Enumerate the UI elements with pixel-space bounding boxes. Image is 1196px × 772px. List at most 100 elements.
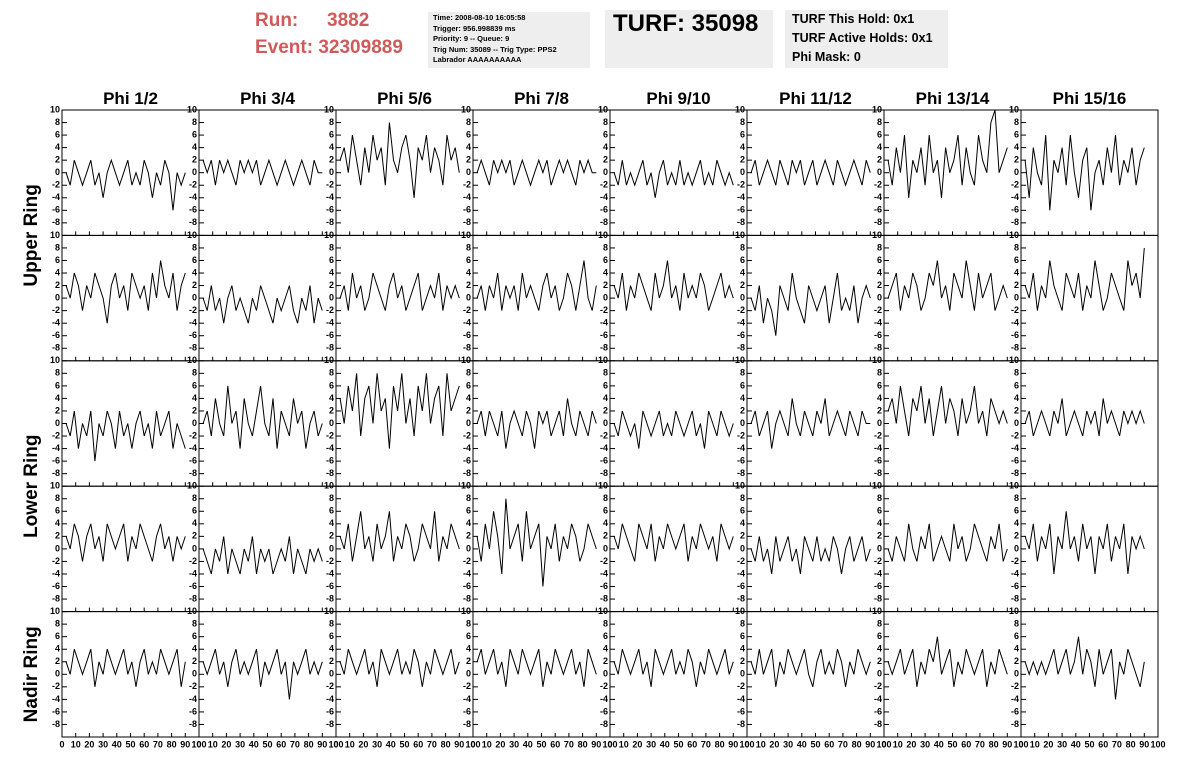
y-tick-label: 4	[740, 518, 745, 528]
y-tick-label: -6	[326, 330, 334, 340]
y-tick-label: 6	[192, 255, 197, 265]
y-tick-label: -2	[326, 556, 334, 566]
x-tick-label: 40	[1071, 739, 1081, 749]
y-tick-label: 10	[1009, 481, 1019, 491]
x-tick-label: 70	[290, 739, 300, 749]
y-tick-label: 2	[603, 280, 608, 290]
y-tick-label: 4	[329, 518, 334, 528]
y-tick-label: 6	[877, 631, 882, 641]
panel-frame	[746, 611, 885, 738]
y-tick-label: -4	[326, 443, 334, 453]
y-tick-label: 8	[740, 242, 745, 252]
y-tick-label: -4	[600, 192, 608, 202]
panel-frame	[883, 360, 1022, 487]
waveform	[750, 649, 871, 687]
y-tick-label: 6	[329, 255, 334, 265]
y-tick-label: -2	[600, 305, 608, 315]
y-tick-label: -4	[874, 568, 882, 578]
y-tick-label: 4	[877, 644, 882, 654]
waveform	[887, 523, 1008, 562]
y-tick-label: -4	[1011, 318, 1019, 328]
panel-frame	[1020, 485, 1159, 613]
y-tick-label: -6	[52, 330, 60, 340]
y-tick-label: 10	[1009, 104, 1019, 114]
panel-frame	[472, 109, 611, 236]
y-tick-label: -8	[1011, 217, 1019, 227]
y-tick-label: 10	[50, 481, 60, 491]
x-tick-label: 0	[881, 739, 886, 749]
x-tick-label: 80	[852, 739, 862, 749]
y-tick-label: -8	[52, 593, 60, 603]
y-tick-label: -4	[52, 192, 60, 202]
waveform	[202, 649, 323, 700]
x-tick-label: 0	[196, 739, 201, 749]
x-tick-label: 30	[1057, 739, 1067, 749]
y-tick-label: -8	[1011, 468, 1019, 478]
y-tick-label: -2	[326, 681, 334, 691]
y-tick-label: -8	[600, 468, 608, 478]
y-tick-label: -4	[463, 694, 471, 704]
y-tick-label: -8	[1011, 719, 1019, 729]
y-tick-label: -2	[1011, 305, 1019, 315]
y-tick-label: -8	[52, 343, 60, 353]
y-tick-label: -2	[326, 180, 334, 190]
y-tick-label: 0	[192, 669, 197, 679]
waveform	[613, 260, 734, 311]
y-tick-label: -4	[737, 443, 745, 453]
x-tick-label: 20	[358, 739, 368, 749]
y-tick-label: 8	[603, 117, 608, 127]
x-tick-label: 0	[744, 739, 749, 749]
y-tick-label: 2	[329, 656, 334, 666]
info-line: Trig Num: 35089 -- Trig Type: PPS2	[433, 44, 557, 54]
y-tick-label: 6	[603, 380, 608, 390]
x-tick-label: 50	[810, 739, 820, 749]
y-tick-label: 8	[1014, 493, 1019, 503]
column-header: Phi 9/10	[646, 89, 710, 108]
y-tick-label: -8	[737, 593, 745, 603]
y-tick-label: 10	[50, 606, 60, 616]
y-tick-label: 2	[329, 531, 334, 541]
column-header: Phi 7/8	[514, 89, 569, 108]
y-tick-label: -2	[737, 556, 745, 566]
y-tick-label: -6	[1011, 455, 1019, 465]
y-tick-label: 8	[603, 242, 608, 252]
x-tick-label: 100	[328, 739, 343, 749]
y-tick-label: 0	[877, 543, 882, 553]
y-tick-label: -2	[737, 180, 745, 190]
y-tick-label: -4	[1011, 694, 1019, 704]
y-tick-label: -4	[600, 318, 608, 328]
y-tick-label: 2	[192, 280, 197, 290]
y-tick-label: 10	[324, 104, 334, 114]
waveform	[887, 385, 1008, 437]
waveform	[65, 649, 186, 687]
x-tick-label: 100	[1013, 739, 1028, 749]
y-tick-label: 4	[55, 267, 60, 277]
y-tick-label: 6	[740, 380, 745, 390]
y-tick-label: -2	[189, 556, 197, 566]
y-tick-label: -4	[874, 192, 882, 202]
y-tick-label: 6	[466, 255, 471, 265]
y-tick-label: 2	[877, 656, 882, 666]
waveform	[887, 109, 1008, 198]
y-tick-label: 10	[461, 606, 471, 616]
panel-frame	[1020, 611, 1159, 738]
y-tick-label: 6	[1014, 129, 1019, 139]
y-tick-label: 8	[740, 493, 745, 503]
y-tick-label: -8	[189, 343, 197, 353]
y-tick-label: 8	[603, 493, 608, 503]
waveform	[339, 373, 460, 449]
y-tick-label: -8	[52, 719, 60, 729]
y-tick-label: 2	[329, 155, 334, 165]
y-tick-label: -6	[326, 581, 334, 591]
y-tick-label: -8	[463, 593, 471, 603]
y-tick-label: 4	[1014, 142, 1019, 152]
y-tick-label: 2	[877, 531, 882, 541]
y-tick-label: -8	[463, 343, 471, 353]
y-tick-label: 10	[1009, 230, 1019, 240]
y-tick-label: 0	[603, 167, 608, 177]
y-tick-label: 4	[740, 267, 745, 277]
y-tick-label: 6	[192, 506, 197, 516]
y-tick-label: -8	[1011, 593, 1019, 603]
y-tick-label: -2	[874, 430, 882, 440]
